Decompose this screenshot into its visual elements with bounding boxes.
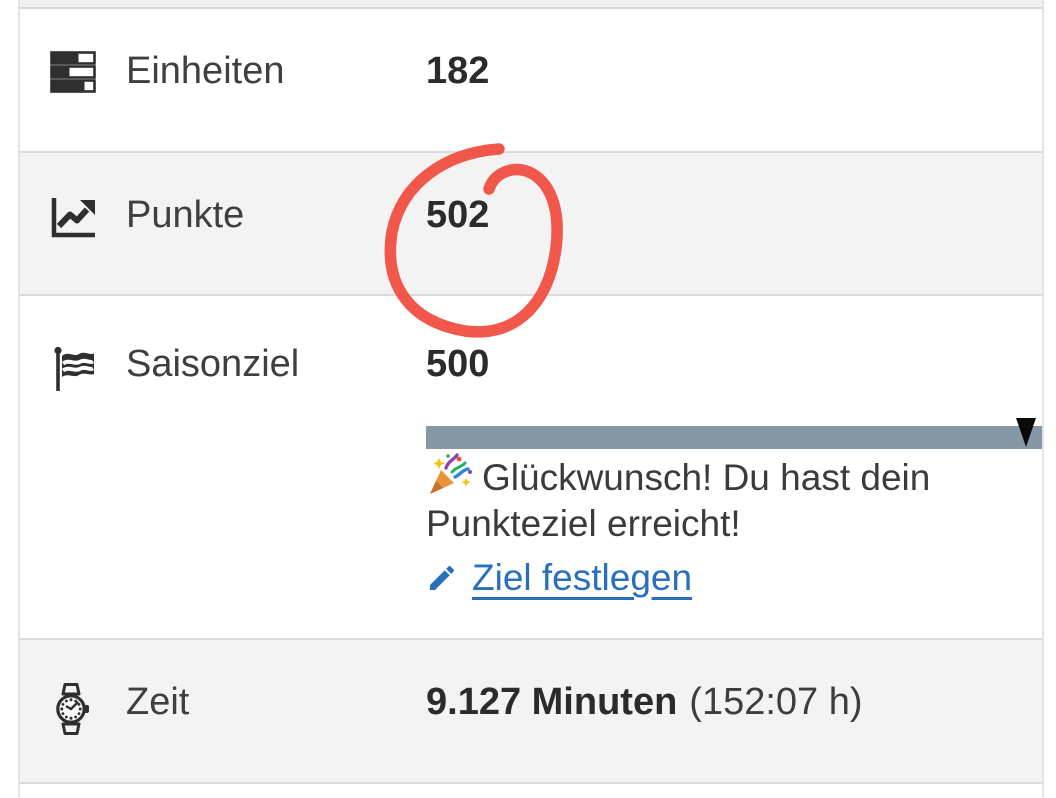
party-popper-icon [430, 453, 472, 494]
row-label: Einheiten [126, 50, 285, 92]
goal-flag-icon [50, 342, 126, 394]
time-hours: (152:07 h) [689, 681, 863, 723]
set-goal-link[interactable]: Ziel festlegen [426, 557, 692, 599]
goal-progress-bar [426, 418, 1042, 449]
watch-icon [50, 680, 126, 736]
congrats-text: Glückwunsch! Du hast dein Punkteziel err… [426, 457, 931, 544]
row-label: Punkte [126, 194, 245, 236]
pencil-icon[interactable] [426, 562, 458, 594]
units-bars-icon [50, 49, 126, 93]
row-einheiten: Einheiten 182 [20, 9, 1042, 153]
congrats-message: Glückwunsch! Du hast dein Punkteziel err… [426, 452, 986, 547]
row-label: Zeit [126, 681, 190, 723]
row-value: 182 [426, 50, 490, 92]
next-row-edge [20, 784, 1042, 798]
row-value: 502 [426, 194, 490, 236]
row-saisonziel: Saisonziel 500 [20, 296, 1042, 640]
goal-cell: 500 [426, 342, 1042, 599]
row-zeit: Zeit 9.127 Minuten (152:07 h) [20, 640, 1042, 784]
row-value: 9.127 Minuten (152:07 h) [426, 680, 1042, 724]
row-punkte: Punkte 502 [20, 153, 1042, 296]
progress-marker-icon [1016, 418, 1036, 447]
set-goal-link-label[interactable]: Ziel festlegen [472, 557, 693, 598]
row-value: 500 [426, 343, 490, 385]
time-minutes: 9.127 Minuten [426, 681, 678, 723]
row-label: Saisonziel [126, 343, 300, 385]
stats-table: Einheiten 182 Punkte 502 [18, 0, 1044, 798]
trending-chart-icon [50, 193, 126, 239]
goal-progress-block: Glückwunsch! Du hast dein Punkteziel err… [426, 418, 1042, 599]
previous-row-edge [20, 0, 1042, 9]
